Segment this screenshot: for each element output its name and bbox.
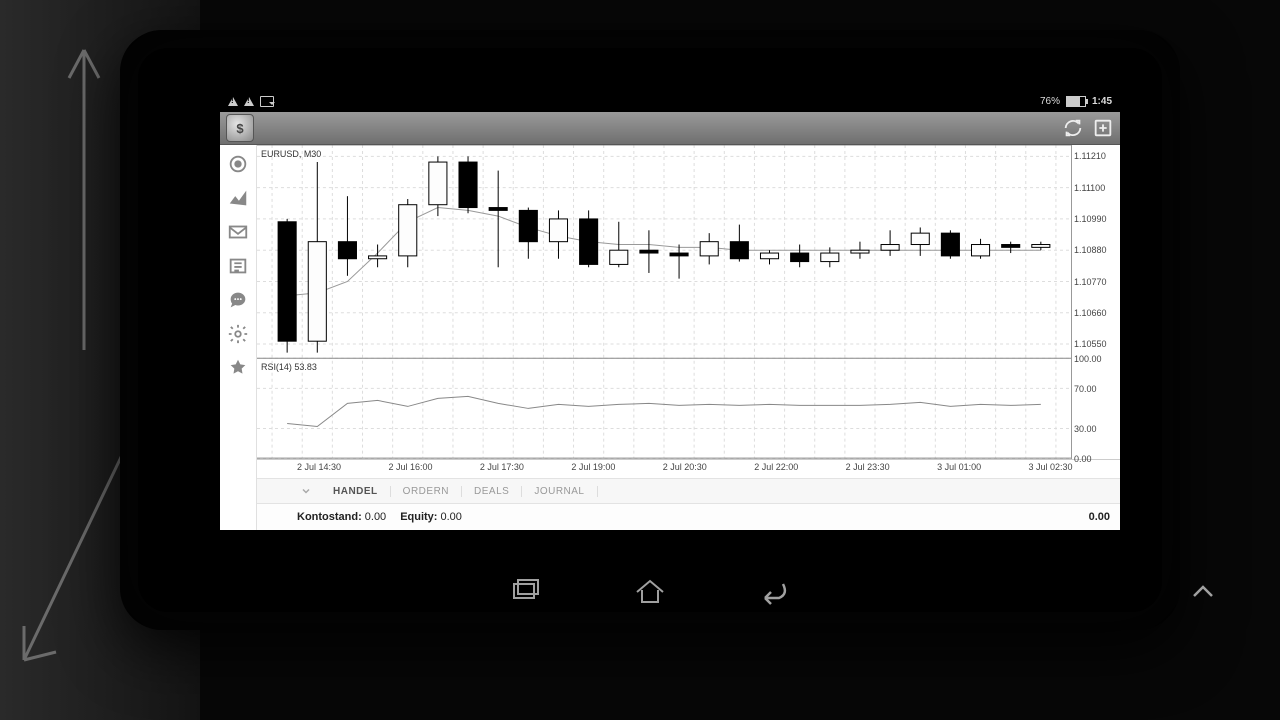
home-button[interactable] <box>633 576 667 606</box>
x-tick: 2 Jul 17:30 <box>480 460 571 472</box>
x-tick: 3 Jul 01:00 <box>937 460 1028 472</box>
tablet-shell: 76% 1:45 $ <box>120 30 1180 630</box>
tab-handel[interactable]: HANDEL <box>321 486 391 497</box>
price-ytick: 1.10550 <box>1074 339 1107 349</box>
price-ytick: 1.10770 <box>1074 277 1107 287</box>
community-icon[interactable] <box>227 357 249 379</box>
sync-icon <box>260 96 274 107</box>
chart-canvas[interactable]: EURUSD, M30 RSI(14) 53.83 <box>257 145 1072 459</box>
news-icon[interactable] <box>227 255 249 277</box>
tab-deals[interactable]: DEALS <box>462 486 522 497</box>
rsi-ytick: 100.00 <box>1074 354 1102 364</box>
svg-text:RSI(14) 53.83: RSI(14) 53.83 <box>261 362 317 372</box>
svg-text:EURUSD, M30: EURUSD, M30 <box>261 149 321 159</box>
screen: 76% 1:45 $ <box>220 90 1120 530</box>
y-axis: 1.11210 1.11100 1.10990 1.10880 1.10770 1.106… <box>1072 145 1120 459</box>
price-ytick: 1.11210 <box>1074 151 1106 161</box>
bottom-tabs: HANDEL ORDERN DEALS JOURNAL <box>257 478 1120 504</box>
quotes-icon[interactable] <box>227 153 249 175</box>
rsi-ytick: 0.00 <box>1074 454 1092 464</box>
tab-journal[interactable]: JOURNAL <box>522 486 597 497</box>
price-ytick: 1.10880 <box>1074 245 1107 255</box>
android-status-bar: 76% 1:45 <box>220 90 1120 112</box>
footer-right-value: 0.00 <box>1089 511 1110 523</box>
warning-icon <box>244 97 254 106</box>
price-ytick: 1.11100 <box>1074 183 1105 193</box>
mail-icon[interactable] <box>227 221 249 243</box>
x-tick: 2 Jul 23:30 <box>846 460 937 472</box>
rsi-ytick: 30.00 <box>1074 424 1097 434</box>
x-tick: 2 Jul 22:00 <box>754 460 845 472</box>
recent-apps-button[interactable] <box>509 576 543 606</box>
x-tick: 2 Jul 16:00 <box>388 460 479 472</box>
x-tick: 2 Jul 19:00 <box>571 460 662 472</box>
battery-percent: 76% <box>1040 96 1060 107</box>
new-order-icon[interactable] <box>1092 117 1114 139</box>
messages-icon[interactable] <box>227 289 249 311</box>
equity-label: Equity: <box>400 511 437 523</box>
back-button[interactable] <box>757 576 791 606</box>
desk-arrow-up <box>44 30 124 360</box>
sidebar <box>220 145 257 530</box>
account-footer: Kontostand: 0.00 Equity: 0.00 0.00 <box>257 504 1120 530</box>
app-title-bar: $ <box>220 112 1120 145</box>
x-axis: 2 Jul 14:302 Jul 16:002 Jul 17:302 Jul 1… <box>257 459 1120 478</box>
kontostand-value: 0.00 <box>365 511 386 523</box>
chart-icon[interactable] <box>227 187 249 209</box>
battery-icon <box>1066 96 1086 107</box>
equity-value: 0.00 <box>440 511 461 523</box>
rsi-ytick: 70.00 <box>1074 384 1097 394</box>
app-body: EURUSD, M30RSI(14) 53.83 1.112101.111001… <box>220 145 1120 530</box>
settings-icon[interactable] <box>227 323 249 345</box>
app-icon[interactable]: $ <box>226 114 254 142</box>
x-tick: 2 Jul 14:30 <box>297 460 388 472</box>
clock: 1:45 <box>1092 96 1112 107</box>
kontostand-label: Kontostand: <box>297 511 362 523</box>
price-ytick: 1.10660 <box>1074 308 1107 318</box>
chart-area: EURUSD, M30RSI(14) 53.83 1.112101.111001… <box>257 145 1120 530</box>
android-nav-bar <box>120 570 1180 612</box>
tab-ordern[interactable]: ORDERN <box>391 486 462 497</box>
collapse-button[interactable] <box>1186 576 1220 606</box>
warning-icon <box>228 97 238 106</box>
x-tick: 2 Jul 20:30 <box>663 460 754 472</box>
price-ytick: 1.10990 <box>1074 214 1107 224</box>
chevron-down-icon[interactable] <box>297 482 315 500</box>
photo-background: 76% 1:45 $ <box>0 0 1280 720</box>
refresh-quotes-icon[interactable] <box>1062 117 1084 139</box>
